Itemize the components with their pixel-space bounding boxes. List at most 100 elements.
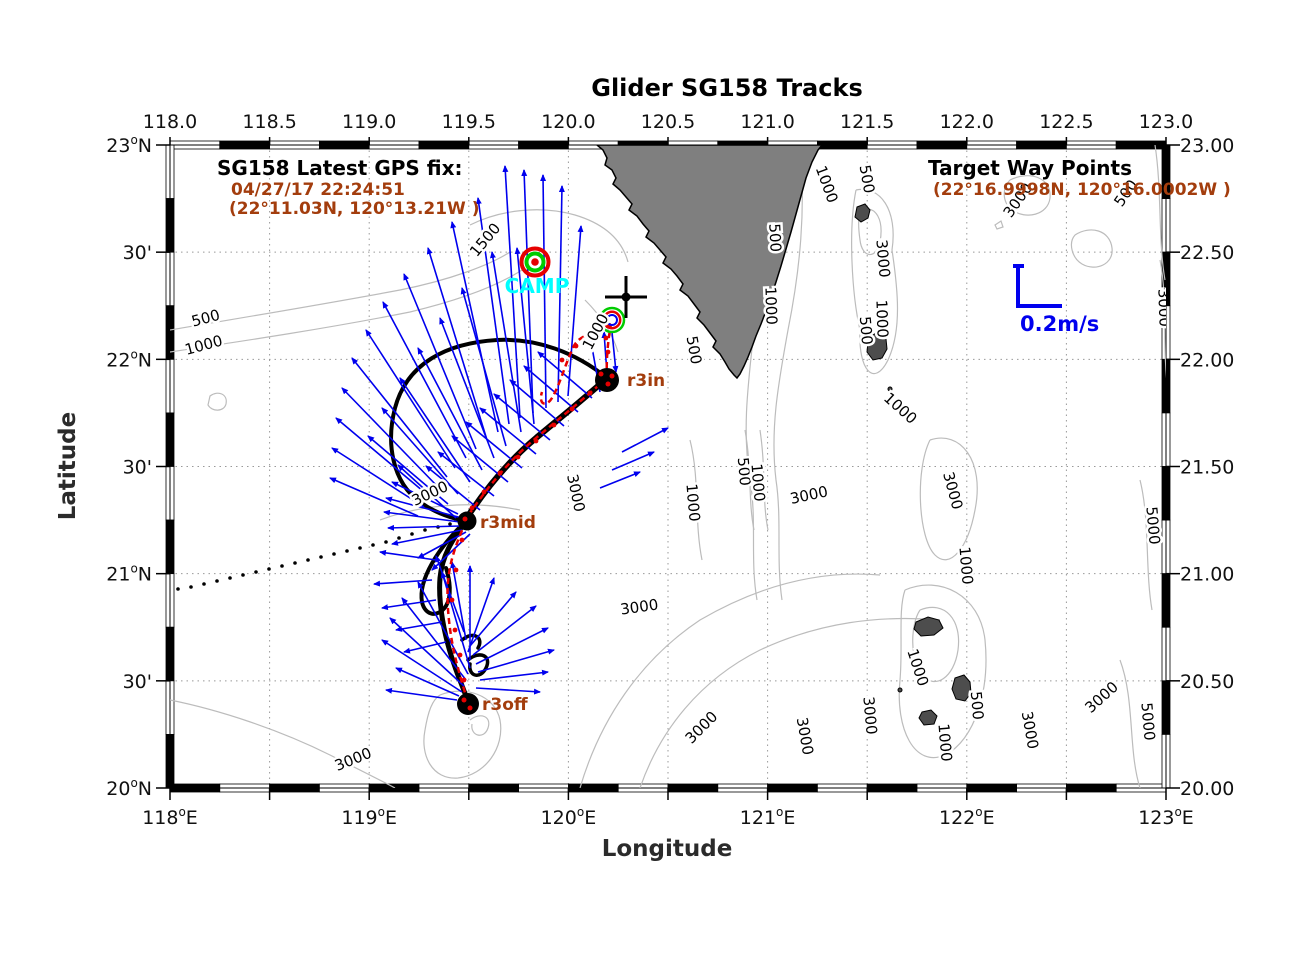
contour-depth-label: 3000: [1018, 710, 1042, 751]
contour-depth-label: 1000: [934, 723, 955, 763]
current-vector-arrow: [385, 687, 458, 701]
current-vector-arrow: [397, 464, 457, 519]
r3off-marker: [457, 693, 479, 715]
current-vector-arrow: [391, 481, 459, 515]
current-vector-arrow: [537, 351, 593, 399]
tick-label-bottom: 119oE: [341, 805, 397, 829]
tick-label-top: 122.0: [940, 111, 994, 133]
tick-label-bottom: 122oE: [939, 805, 995, 829]
gps-fix-coords: (22°11.03N, 120°13.21W ): [229, 199, 480, 219]
tick-label-right: 20.50: [1180, 671, 1234, 693]
tick-label-right: 22.00: [1180, 349, 1234, 371]
y-axis-label: Latitude: [55, 412, 81, 521]
tick-label-left: 30': [123, 457, 152, 479]
contour-depth-label: 3000: [332, 744, 374, 775]
current-vector-arrow: [489, 251, 522, 433]
contour-depth-label: 1000: [747, 463, 768, 503]
dotted-approach-line: [176, 522, 452, 591]
current-vector-arrow: [460, 287, 507, 447]
axis-ticks: 118.0 118.5 119.0 119.5 120.0 120.5 121.0 121.5…: [106, 111, 1234, 829]
contour-depth-label: 3000: [788, 482, 829, 508]
current-vector-arrow: [417, 347, 483, 471]
current-vector-arrow: [381, 639, 463, 693]
current-vector-arrow: [467, 577, 495, 653]
current-vector-arrow: [395, 667, 460, 697]
contour-depth-label: 3000: [859, 696, 880, 736]
tick-label-top: 123.0: [1139, 111, 1193, 133]
plot-title: Glider SG158 Tracks: [591, 74, 862, 102]
tick-label-top: 122.5: [1039, 111, 1093, 133]
current-vector-arrow: [472, 605, 537, 656]
target-heading: Target Way Points: [928, 156, 1132, 180]
current-vector-arrow: [381, 599, 437, 611]
contour-depth-label: 3000: [1154, 288, 1173, 327]
r3mid-marker: [457, 511, 477, 531]
gps-fix-heading: SG158 Latest GPS fix:: [217, 156, 463, 180]
camp-marker: [519, 246, 551, 278]
current-vector-arrow: [399, 377, 471, 483]
current-vector-arrow: [450, 561, 467, 641]
contour-depth-label: 500: [856, 316, 876, 346]
current-vector-arrow: [475, 197, 510, 425]
tick-label-bottom: 123oE: [1138, 805, 1194, 829]
contour-depth-label: 500: [765, 223, 784, 253]
tick-label-top: 118.0: [143, 111, 197, 133]
current-vector-arrow: [331, 447, 425, 508]
contour-depth-label: 1000: [903, 647, 932, 689]
contour-depth-label: 1000: [761, 286, 780, 325]
tick-label-left: 21oN: [106, 562, 152, 586]
camp-label: CAMP: [505, 274, 570, 298]
contour-depth-label: 1000: [682, 483, 703, 523]
current-vector-arrow: [382, 301, 467, 459]
current-vector-arrow: [611, 451, 655, 471]
tick-label-left: 22oN: [106, 347, 152, 371]
contour-depth-label: 3000: [939, 470, 966, 512]
tick-label-left: 30': [123, 671, 152, 693]
waypoint-label-r3mid: r3mid: [480, 513, 536, 533]
contour-depth-label: 3000: [619, 595, 659, 618]
current-vector-arrow: [477, 648, 555, 673]
contour-depth-label: 1000: [183, 332, 225, 359]
current-vector-arrow: [351, 357, 448, 478]
tick-label-top: 118.5: [242, 111, 296, 133]
current-vector-arrow: [479, 669, 549, 681]
current-vector-arrow: [387, 524, 461, 531]
current-vector-arrow: [401, 597, 467, 681]
current-vector-arrow: [379, 549, 437, 561]
contour-depth-label: 3000: [682, 708, 722, 748]
tick-label-top: 120.5: [641, 111, 695, 133]
tick-label-top: 121.5: [840, 111, 894, 133]
current-vector-arrow: [493, 393, 551, 441]
bathymetry-contours: [170, 145, 1166, 788]
contour-depth-label: 1000: [955, 546, 976, 586]
taiwan-landmass: [595, 145, 823, 380]
current-vector-arrow: [523, 365, 579, 413]
current-vector-arrow: [475, 627, 549, 665]
small-islands: [854, 203, 972, 726]
contour-depth-label: 3000: [872, 239, 893, 279]
contour-depth-label: 500: [683, 334, 706, 365]
current-vector-arrow: [417, 531, 467, 559]
contour-depth-label: 1000: [880, 389, 920, 428]
red-track-markers: [449, 335, 611, 683]
contour-depth-label: 3000: [563, 472, 589, 513]
current-vector-arrow: [426, 247, 488, 441]
r3in-marker: [595, 368, 619, 392]
current-vector-arrow: [381, 407, 459, 495]
current-vector-arrow: [502, 165, 521, 419]
current-vector-arrow: [437, 451, 495, 497]
tick-label-top: 121.0: [740, 111, 794, 133]
tick-label-bottom: 121oE: [740, 805, 796, 829]
current-vectors: [329, 165, 669, 701]
tick-label-right: 21.50: [1180, 457, 1234, 479]
current-vector-arrow: [367, 435, 449, 505]
current-vector-arrow: [417, 581, 469, 675]
tick-label-bottom: 120oE: [541, 805, 597, 829]
tick-label-left: 23oN: [106, 133, 152, 157]
tick-label-top: 119.0: [342, 111, 396, 133]
tick-label-right: 20.00: [1180, 778, 1234, 800]
tick-label-bottom: 118oE: [142, 805, 198, 829]
current-vector-arrow: [540, 174, 547, 409]
velocity-scale-label: 0.2m/s: [1020, 312, 1099, 336]
